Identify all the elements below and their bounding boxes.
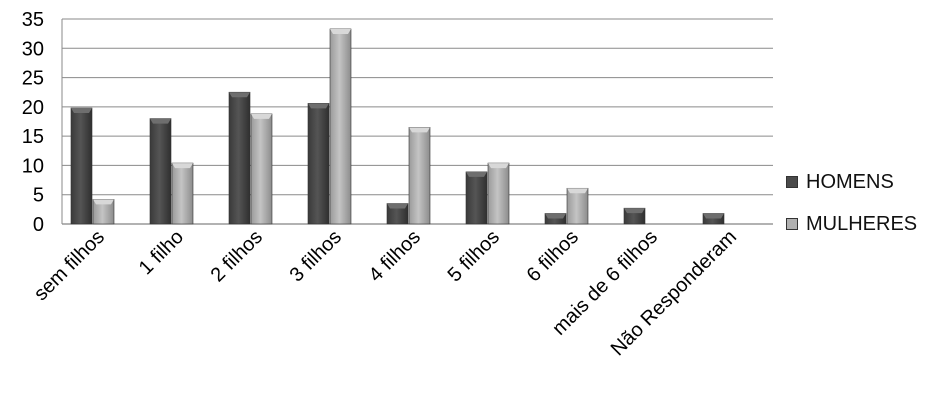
bar-homens-7: [623, 207, 646, 225]
legend-item-homens: HOMENS: [786, 168, 930, 196]
bar-cap: [150, 118, 171, 124]
bar-homens-8: [702, 213, 725, 225]
y-tick-label: 25: [22, 68, 44, 90]
bar-cap: [330, 28, 351, 34]
bar-cap: [703, 213, 724, 219]
x-tick-label: 6 filhos: [523, 226, 583, 286]
bar-homens-2: [228, 91, 251, 225]
legend-label-mulheres: MULHERES: [806, 212, 918, 235]
y-tick-label: 15: [22, 126, 44, 148]
y-tick-label: 5: [33, 185, 44, 207]
legend: HOMENS MULHERES: [786, 168, 930, 252]
bar-mulheres-6: [566, 187, 589, 225]
x-axis-ticks: sem filhos 1 filho 2 filhos 3 filhos 4 filho…: [30, 226, 741, 360]
bar-cap: [545, 213, 566, 219]
bar-mulheres-2: [250, 113, 273, 225]
x-tick-label: 5 filhos: [444, 226, 504, 286]
bar-cap: [624, 208, 645, 214]
bar-cap: [387, 203, 408, 209]
y-axis-ticks: 0 5 10 15 20 25 30 35: [22, 9, 44, 236]
bar-mulheres-3: [329, 28, 352, 225]
x-tick-label: 2 filhos: [207, 226, 267, 286]
y-tick-label: 20: [22, 97, 44, 119]
bar-cap: [308, 103, 329, 109]
bar-body: [70, 107, 93, 225]
legend-swatch-homens: [786, 176, 798, 188]
bar-cap: [229, 92, 250, 98]
bar-homens-4: [386, 203, 409, 225]
legend-item-mulheres: MULHERES: [786, 210, 930, 238]
x-tick-label: 4 filhos: [365, 226, 425, 286]
y-tick-label: 35: [22, 9, 44, 31]
bar-homens-6: [544, 213, 567, 225]
bar-mulheres-1: [171, 162, 194, 225]
bar-cap: [71, 108, 92, 114]
bar-cap: [488, 163, 509, 169]
bar-homens-5: [465, 171, 488, 225]
bar-body: [329, 28, 352, 225]
bar-homens-3: [307, 103, 330, 225]
bar-body: [487, 162, 510, 225]
bar-mulheres-0: [92, 199, 115, 225]
bar-body: [566, 187, 589, 225]
bar-body: [408, 127, 431, 225]
x-tick-label: sem filhos: [30, 226, 109, 305]
bar-homens-0: [70, 107, 93, 225]
bar-cap: [251, 113, 272, 119]
bar-body: [307, 103, 330, 225]
legend-swatch-mulheres: [786, 218, 798, 230]
bar-body: [250, 113, 273, 225]
bar-body: [465, 171, 488, 225]
legend-label-homens: HOMENS: [806, 170, 894, 193]
bar-mulheres-4: [408, 127, 431, 225]
bar-homens-1: [149, 118, 172, 225]
bar-cap: [93, 199, 114, 205]
y-tick-label: 0: [33, 214, 44, 236]
bars: [70, 28, 725, 225]
bar-cap: [466, 171, 487, 177]
bar-body: [149, 118, 172, 225]
y-tick-label: 30: [22, 38, 44, 60]
x-tick-label: 3 filhos: [286, 226, 346, 286]
bar-body: [228, 91, 251, 225]
x-tick-label: 1 filho: [135, 226, 188, 279]
y-tick-label: 10: [22, 155, 44, 177]
bar-body: [171, 162, 194, 225]
bar-cap: [409, 127, 430, 133]
bar-cap: [567, 188, 588, 194]
bar-cap: [172, 163, 193, 169]
bar-mulheres-5: [487, 162, 510, 225]
